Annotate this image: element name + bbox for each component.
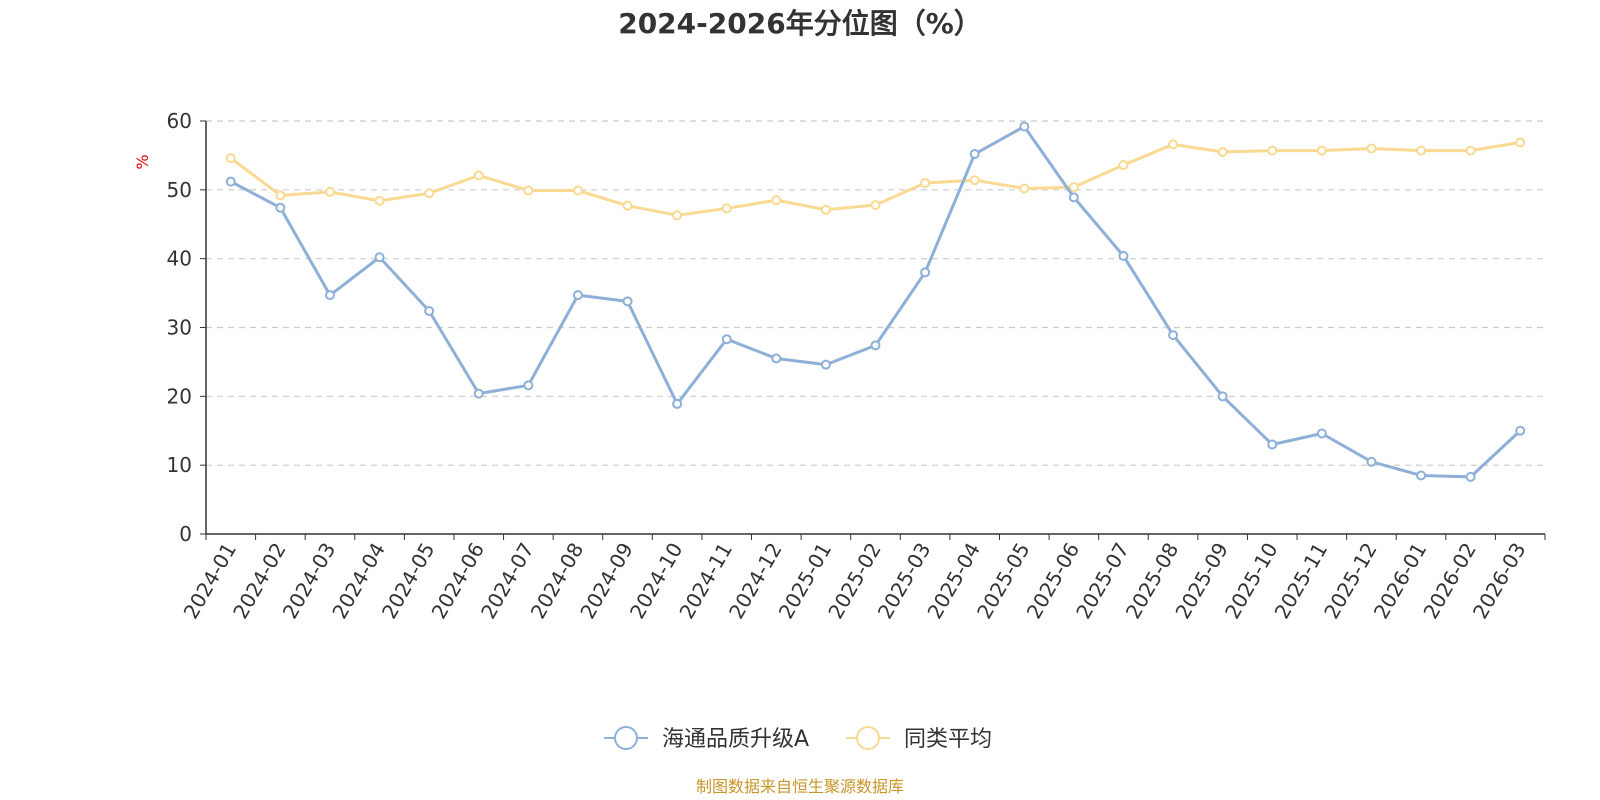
data-point[interactable] [572, 290, 583, 301]
data-point[interactable] [1366, 143, 1377, 154]
data-point[interactable] [1465, 471, 1476, 482]
source-note: 制图数据来自恒生聚源数据库 [696, 777, 904, 796]
data-point[interactable] [1217, 146, 1228, 157]
data-point[interactable] [572, 185, 583, 196]
data-point[interactable] [1068, 192, 1079, 203]
data-point[interactable] [1168, 139, 1179, 150]
chart-title: 2024-2026年分位图（%） [618, 7, 982, 40]
data-point[interactable] [969, 175, 980, 186]
y-tick-label: 40 [167, 247, 192, 271]
data-point[interactable] [1019, 183, 1030, 194]
data-point[interactable] [523, 380, 534, 391]
data-point[interactable] [225, 176, 236, 187]
series-lines [225, 121, 1526, 482]
data-point[interactable] [1416, 470, 1427, 481]
data-point[interactable] [1465, 145, 1476, 156]
legend-item-series-1[interactable]: 同类平均 [846, 726, 992, 752]
data-point[interactable] [820, 204, 831, 215]
data-point[interactable] [672, 210, 683, 221]
data-point[interactable] [1366, 456, 1377, 467]
x-axis: 2024-012024-022024-032024-042024-052024-… [179, 533, 1546, 623]
data-point[interactable] [1267, 145, 1278, 156]
data-point[interactable] [275, 202, 286, 213]
data-point[interactable] [672, 398, 683, 409]
data-point[interactable] [920, 267, 931, 278]
series-1 [225, 137, 1526, 221]
data-point[interactable] [622, 200, 633, 211]
data-point[interactable] [1168, 330, 1179, 341]
y-tick-label: 10 [167, 453, 192, 477]
data-point[interactable] [1267, 439, 1278, 450]
legend-label-series-0: 海通品质升级A [662, 727, 809, 752]
series-line-0 [230, 125, 1522, 479]
data-point[interactable] [1118, 250, 1129, 261]
legend-item-series-0[interactable]: 海通品质升级A [604, 726, 809, 752]
data-point[interactable] [1515, 137, 1526, 148]
data-point[interactable] [1515, 425, 1526, 436]
data-point[interactable] [374, 195, 385, 206]
data-point[interactable] [721, 334, 732, 345]
data-point[interactable] [374, 252, 385, 263]
data-point[interactable] [225, 153, 236, 164]
y-tick-label: 30 [167, 316, 192, 340]
grid-lines [206, 120, 1545, 466]
data-point[interactable] [771, 353, 782, 364]
data-point[interactable] [920, 177, 931, 188]
data-point[interactable] [1068, 182, 1079, 193]
legend-label-series-1: 同类平均 [904, 727, 992, 752]
y-tick-label: 0 [179, 522, 192, 546]
data-point[interactable] [870, 199, 881, 210]
data-point[interactable] [622, 296, 633, 307]
data-point[interactable] [324, 290, 335, 301]
data-point[interactable] [721, 203, 732, 214]
data-point[interactable] [771, 195, 782, 206]
y-tick-label: 50 [167, 178, 192, 202]
data-point[interactable] [473, 170, 484, 181]
data-point[interactable] [275, 190, 286, 201]
data-point[interactable] [473, 388, 484, 399]
y-axis-label: % [133, 154, 152, 169]
data-point[interactable] [424, 305, 435, 316]
data-point[interactable] [1416, 145, 1427, 156]
data-point[interactable] [969, 149, 980, 160]
data-point[interactable] [1316, 428, 1327, 439]
data-point[interactable] [424, 188, 435, 199]
data-point[interactable] [1316, 145, 1327, 156]
legend-marker-series-1 [856, 726, 880, 750]
y-tick-label: 20 [167, 384, 192, 408]
y-tick-label: 60 [167, 109, 192, 133]
data-point[interactable] [1118, 160, 1129, 171]
data-point[interactable] [324, 186, 335, 197]
y-axis-ticks: 0 10 20 30 40 50 60 [167, 109, 207, 546]
data-point[interactable] [870, 340, 881, 351]
legend-marker-series-0 [614, 726, 638, 750]
data-point[interactable] [820, 359, 831, 370]
data-point[interactable] [1019, 121, 1030, 132]
legend: 海通品质升级A 同类平均 [604, 726, 992, 752]
series-0 [225, 121, 1526, 482]
data-point[interactable] [1217, 391, 1228, 402]
data-point[interactable] [523, 185, 534, 196]
